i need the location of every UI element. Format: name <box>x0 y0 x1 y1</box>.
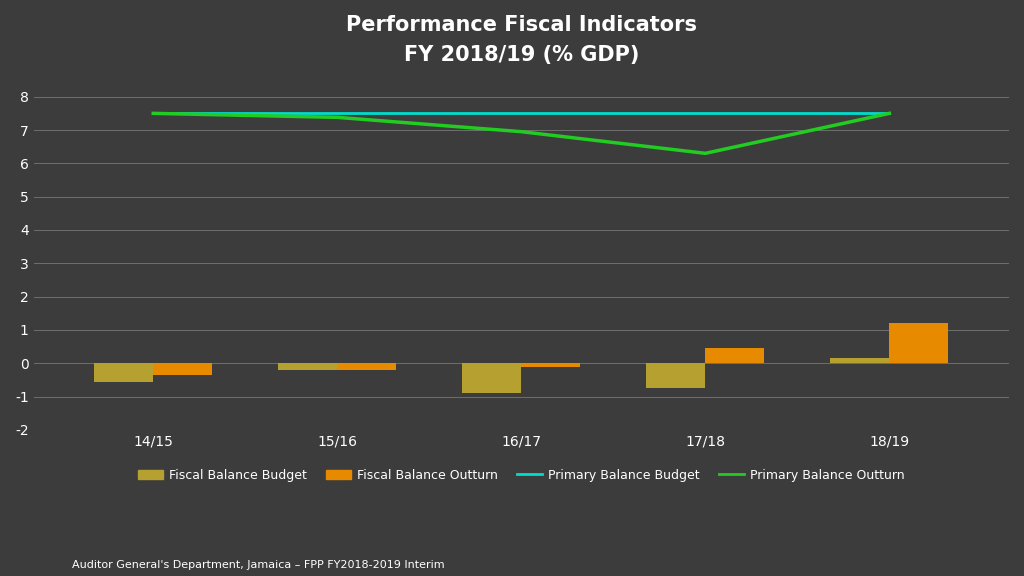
Bar <box>337 363 396 370</box>
Bar <box>463 363 521 393</box>
Legend: Fiscal Balance Budget, Fiscal Balance Outturn, Primary Balance Budget, Primary B: Fiscal Balance Budget, Fiscal Balance Ou… <box>133 464 909 487</box>
Bar <box>94 363 154 381</box>
Bar <box>279 363 337 370</box>
Bar <box>521 363 581 367</box>
Text: Auditor General's Department, Jamaica – FPP FY2018-2019 Interim: Auditor General's Department, Jamaica – … <box>72 560 444 570</box>
Bar <box>154 363 212 375</box>
Bar <box>646 363 706 388</box>
Bar <box>890 323 948 363</box>
Bar <box>830 358 890 363</box>
Bar <box>706 348 764 363</box>
Title: Performance Fiscal Indicators
FY 2018/19 (% GDP): Performance Fiscal Indicators FY 2018/19… <box>346 15 696 65</box>
